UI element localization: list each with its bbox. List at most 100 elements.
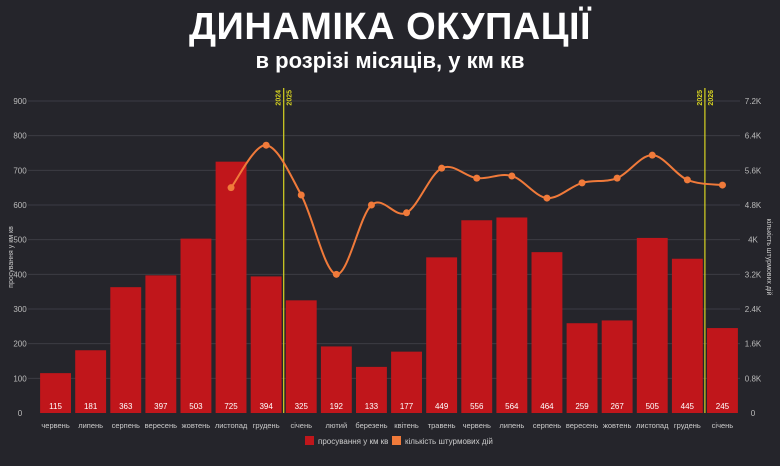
bar-data-label: 397 (154, 402, 168, 411)
right-tick-label: 3.2K (745, 270, 762, 279)
line-point (613, 174, 621, 182)
x-tick-label: вересень (145, 421, 177, 430)
legend-label-line: кількість штурмових дій (405, 437, 493, 446)
line-point (578, 179, 586, 187)
bar-data-label: 725 (224, 402, 238, 411)
line-point (683, 176, 691, 184)
line-point (718, 181, 726, 189)
line-point (438, 164, 446, 172)
right-axis-label: кількість штурмових дій (765, 219, 773, 296)
x-tick-label: вересень (566, 421, 598, 430)
chart-title: ДИНАМІКА ОКУПАЦІЇ (188, 6, 592, 48)
right-tick-label: 0.8K (745, 374, 762, 383)
year-marker-label: 2025 (697, 90, 704, 106)
bar (566, 323, 598, 413)
right-tick-label: 4.8K (745, 201, 762, 210)
bar (40, 373, 71, 413)
left-tick-label: 600 (13, 201, 27, 210)
bar (75, 350, 107, 413)
x-tick-label: листопад (215, 421, 248, 430)
bar-data-label: 325 (295, 402, 309, 411)
left-tick-label: 500 (13, 236, 27, 245)
bar-data-label: 177 (400, 402, 414, 411)
line-point (297, 191, 305, 199)
x-tick-label: березень (355, 421, 387, 430)
bar-data-label: 394 (259, 402, 273, 411)
bar-data-label: 564 (505, 402, 519, 411)
bar (496, 217, 528, 413)
bar (531, 252, 563, 413)
legend-label-bars: просування у км кв (318, 437, 388, 446)
right-tick-label: 6.4K (745, 132, 762, 141)
right-tick-label: 1.6K (745, 340, 762, 349)
bar (426, 257, 458, 413)
x-tick-label: травень (428, 421, 456, 430)
left-axis-label: просування у км кв (8, 226, 15, 288)
year-marker-label: 2024 (276, 90, 283, 106)
x-tick-label: серпень (533, 421, 561, 430)
left-tick-label: 400 (13, 270, 27, 279)
bar (285, 300, 317, 413)
line-point (403, 209, 411, 217)
bar (250, 276, 282, 413)
right-tick-label: 2.4K (745, 305, 762, 314)
line-point (367, 201, 375, 209)
x-tick-label: січень (712, 421, 734, 430)
left-tick-label: 900 (13, 97, 27, 106)
bar-data-label: 556 (470, 402, 484, 411)
line-series (230, 144, 723, 276)
line-point (332, 270, 340, 278)
right-tick-label: 0 (751, 409, 756, 418)
right-tick-label: 7.2K (745, 97, 762, 106)
bar-data-label: 363 (119, 402, 133, 411)
legend-swatch-line (392, 436, 401, 445)
x-tick-label: грудень (674, 421, 701, 430)
bar-data-label: 267 (610, 402, 624, 411)
x-tick-label: липень (78, 421, 103, 430)
bar-data-label: 259 (575, 402, 589, 411)
line-point (508, 172, 516, 180)
bar-data-label: 464 (540, 402, 554, 411)
bar-data-label: 505 (646, 402, 660, 411)
bar (636, 237, 668, 413)
line-point (262, 141, 270, 149)
left-tick-label: 800 (13, 132, 27, 141)
line-point (473, 174, 481, 182)
x-tick-label: січень (290, 421, 312, 430)
bar (320, 346, 352, 413)
bar-data-label: 133 (365, 402, 379, 411)
bar (356, 366, 387, 413)
bar (671, 258, 703, 413)
bar-data-label: 192 (330, 402, 344, 411)
bar-data-label: 449 (435, 402, 449, 411)
bar-data-label: 503 (189, 402, 203, 411)
bar (145, 275, 177, 413)
bar (215, 161, 247, 413)
x-tick-label: жовтень (603, 421, 632, 430)
bar (707, 328, 738, 413)
year-marker-label: 2025 (287, 90, 294, 106)
left-tick-label: 100 (13, 374, 27, 383)
left-tick-label: 700 (13, 166, 27, 175)
right-tick-label: 4K (748, 236, 758, 245)
chart-subtitle: в розрізі місяців, у км кв (255, 48, 525, 73)
x-tick-label: серпень (112, 421, 140, 430)
year-marker-label: 2026 (708, 90, 715, 106)
bar (391, 351, 422, 413)
x-tick-label: червень (41, 421, 69, 430)
x-tick-label: жовтень (182, 421, 211, 430)
bar (601, 320, 633, 413)
x-tick-label: червень (463, 421, 491, 430)
bar-data-label: 115 (49, 402, 62, 411)
bar (180, 238, 212, 413)
bar-data-label: 445 (681, 402, 695, 411)
line-point (227, 184, 235, 192)
bar (461, 220, 493, 413)
line-point (543, 194, 551, 202)
bar-data-label: 181 (84, 402, 98, 411)
left-tick-label: 200 (13, 340, 27, 349)
legend-swatch-bars (305, 436, 314, 445)
x-tick-label: грудень (253, 421, 280, 430)
